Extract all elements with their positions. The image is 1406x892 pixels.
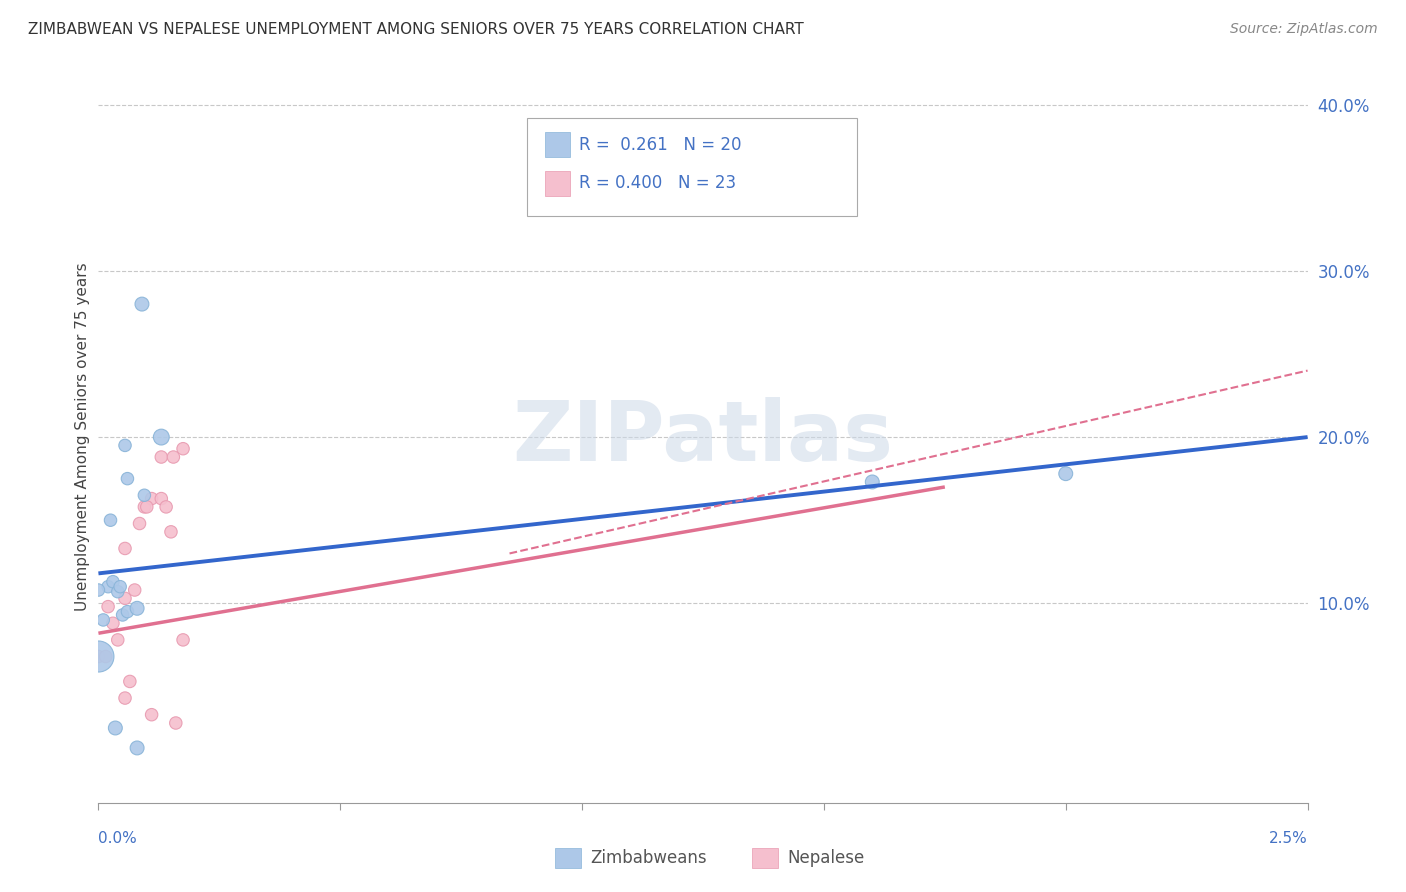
Point: [87, 649, 110, 664]
Point: [172, 632, 194, 647]
Point: [141, 491, 163, 506]
Point: [127, 601, 149, 615]
Text: Nepalese: Nepalese: [787, 849, 865, 867]
Point: [91, 613, 114, 627]
Point: [114, 691, 136, 706]
Point: [87, 649, 110, 664]
Point: [117, 605, 139, 619]
Point: [131, 297, 153, 311]
Point: [150, 491, 173, 506]
Point: [94, 649, 117, 664]
Point: [860, 475, 883, 489]
Point: [101, 616, 124, 631]
Point: [97, 599, 120, 614]
Point: [150, 450, 173, 464]
Point: [118, 674, 141, 689]
Text: 0.0%: 0.0%: [98, 831, 138, 846]
Text: Source: ZipAtlas.com: Source: ZipAtlas.com: [1230, 22, 1378, 37]
Point: [141, 707, 163, 722]
Point: [162, 450, 184, 464]
Point: [134, 488, 156, 502]
Point: [172, 442, 194, 456]
Point: [124, 582, 146, 597]
Point: [111, 607, 134, 622]
Text: 2.5%: 2.5%: [1268, 831, 1308, 846]
Point: [155, 500, 177, 514]
Point: [165, 716, 187, 731]
Text: R = 0.400   N = 23: R = 0.400 N = 23: [579, 174, 735, 192]
Text: ZIMBABWEAN VS NEPALESE UNEMPLOYMENT AMONG SENIORS OVER 75 YEARS CORRELATION CHAR: ZIMBABWEAN VS NEPALESE UNEMPLOYMENT AMON…: [28, 22, 804, 37]
Text: ZIPatlas: ZIPatlas: [513, 397, 893, 477]
Point: [107, 632, 129, 647]
Point: [150, 430, 173, 444]
Point: [107, 584, 129, 599]
Point: [87, 582, 110, 597]
Point: [160, 524, 183, 539]
Point: [127, 740, 149, 755]
Point: [1054, 467, 1077, 481]
Point: [134, 500, 156, 514]
Y-axis label: Unemployment Among Seniors over 75 years: Unemployment Among Seniors over 75 years: [75, 263, 90, 611]
Point: [108, 580, 131, 594]
Point: [100, 513, 122, 527]
Point: [114, 591, 136, 606]
Point: [101, 574, 124, 589]
Point: [104, 721, 127, 735]
Point: [114, 541, 136, 556]
Point: [117, 472, 139, 486]
Point: [97, 580, 120, 594]
Text: Zimbabweans: Zimbabweans: [591, 849, 707, 867]
Point: [128, 516, 150, 531]
Point: [114, 438, 136, 452]
Text: R =  0.261   N = 20: R = 0.261 N = 20: [579, 136, 741, 153]
Point: [135, 500, 157, 514]
